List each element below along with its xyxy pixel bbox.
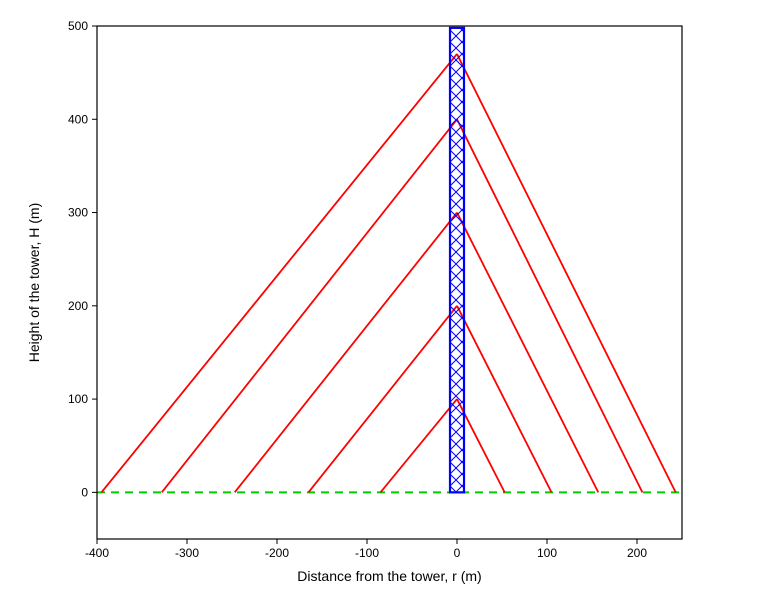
cable-left-2 — [235, 213, 457, 493]
x-tick-label: -300 — [175, 546, 199, 560]
x-tick-label: 200 — [627, 546, 647, 560]
cable-right-3 — [457, 119, 642, 492]
y-tick-label: 100 — [68, 392, 88, 406]
tower — [450, 28, 464, 492]
y-ticks: 0 100 200 300 400 500 — [68, 19, 97, 499]
cable-right-4 — [457, 54, 676, 492]
cables-group — [102, 54, 676, 492]
cable-right-2 — [457, 213, 598, 493]
cable-left-1 — [309, 306, 458, 493]
y-tick-label: 300 — [68, 206, 88, 220]
y-axis-label: Height of the tower, H (m) — [26, 203, 42, 363]
plot-contents — [97, 28, 682, 492]
y-tick-label: 200 — [68, 299, 88, 313]
x-ticks: -400 -300 -200 -100 0 100 200 — [85, 539, 647, 560]
cable-left-0 — [381, 399, 458, 492]
x-tick-label: -100 — [355, 546, 379, 560]
x-tick-label: -400 — [85, 546, 109, 560]
x-tick-label: 0 — [454, 546, 461, 560]
x-axis-label: Distance from the tower, r (m) — [297, 568, 481, 584]
y-tick-label: 0 — [81, 485, 88, 499]
y-tick-label: 500 — [68, 19, 88, 33]
y-tick-label: 400 — [68, 112, 88, 126]
cable-left-3 — [162, 119, 457, 492]
x-tick-label: 100 — [537, 546, 557, 560]
x-tick-label: -200 — [265, 546, 289, 560]
cable-left-4 — [102, 54, 458, 492]
cable-right-1 — [457, 306, 552, 493]
